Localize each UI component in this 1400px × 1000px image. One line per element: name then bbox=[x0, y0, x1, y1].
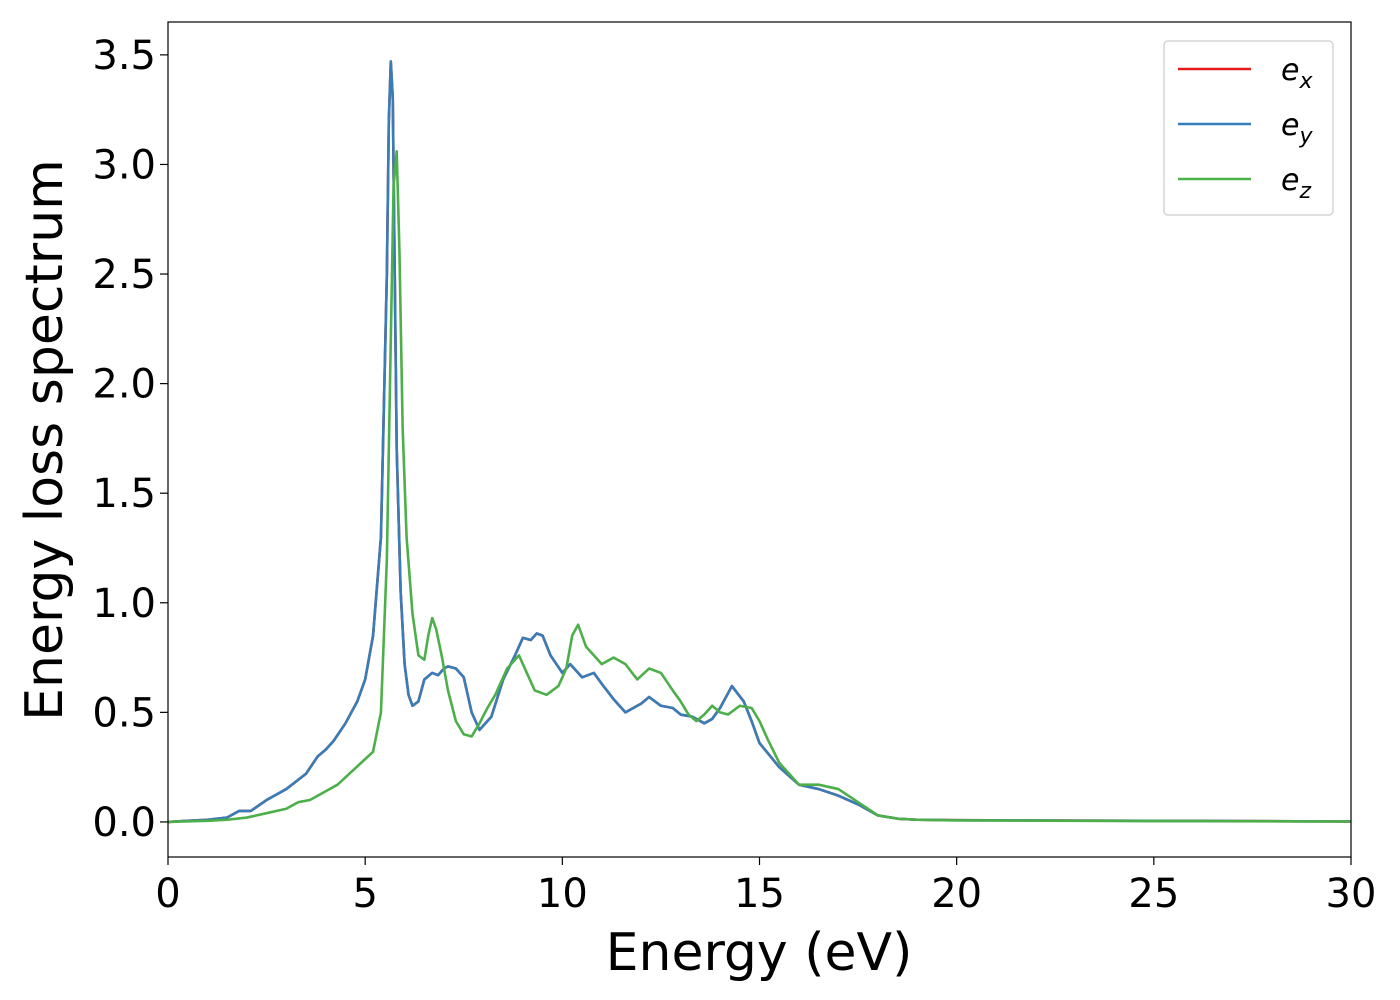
legend-label-subscript: y bbox=[1298, 124, 1313, 149]
legend-label-e-x: ex bbox=[1281, 53, 1313, 94]
legend-label-e-y: ey bbox=[1281, 108, 1313, 149]
y-tick-label: 3.0 bbox=[92, 142, 156, 188]
legend-label-subscript: x bbox=[1298, 69, 1313, 94]
x-axis-title: Energy (eV) bbox=[606, 923, 913, 983]
y-tick-label: 1.5 bbox=[92, 471, 156, 517]
axes: 0 5 10 15 20 25 30 0.0 0.5 1.0 1.5 2.0 2.5 3.0 3.5 bbox=[92, 21, 1377, 917]
series-lines bbox=[168, 60, 1351, 824]
plot-area bbox=[168, 60, 1351, 824]
y-tick-label: 0.0 bbox=[92, 800, 156, 846]
series-line-e-y bbox=[168, 60, 1351, 824]
legend-label-base: e bbox=[1281, 108, 1299, 143]
legend-label-subscript: z bbox=[1298, 179, 1311, 204]
x-tick-label: 20 bbox=[931, 871, 982, 917]
x-tick-label: 5 bbox=[352, 871, 377, 917]
y-tick-label: 1.0 bbox=[92, 581, 156, 627]
x-tick-label: 25 bbox=[1128, 871, 1179, 917]
legend-label-base: e bbox=[1281, 53, 1299, 88]
y-tick-label: 2.5 bbox=[92, 252, 156, 298]
y-tick-label: 2.0 bbox=[92, 362, 156, 408]
legend-label-e-z: ez bbox=[1281, 163, 1311, 204]
y-tick-label: 0.5 bbox=[92, 690, 156, 736]
legend-box bbox=[1163, 40, 1334, 216]
y-tick-label: 3.5 bbox=[92, 33, 156, 79]
y-axis-title: Energy loss spectrum bbox=[15, 159, 75, 721]
x-tick-label: 30 bbox=[1326, 871, 1377, 917]
legend-label-base: e bbox=[1281, 163, 1299, 198]
x-tick-label: 15 bbox=[734, 871, 785, 917]
series-line-e-z bbox=[168, 150, 1351, 824]
x-tick-label: 10 bbox=[537, 871, 588, 917]
x-tick-label: 0 bbox=[155, 871, 180, 917]
